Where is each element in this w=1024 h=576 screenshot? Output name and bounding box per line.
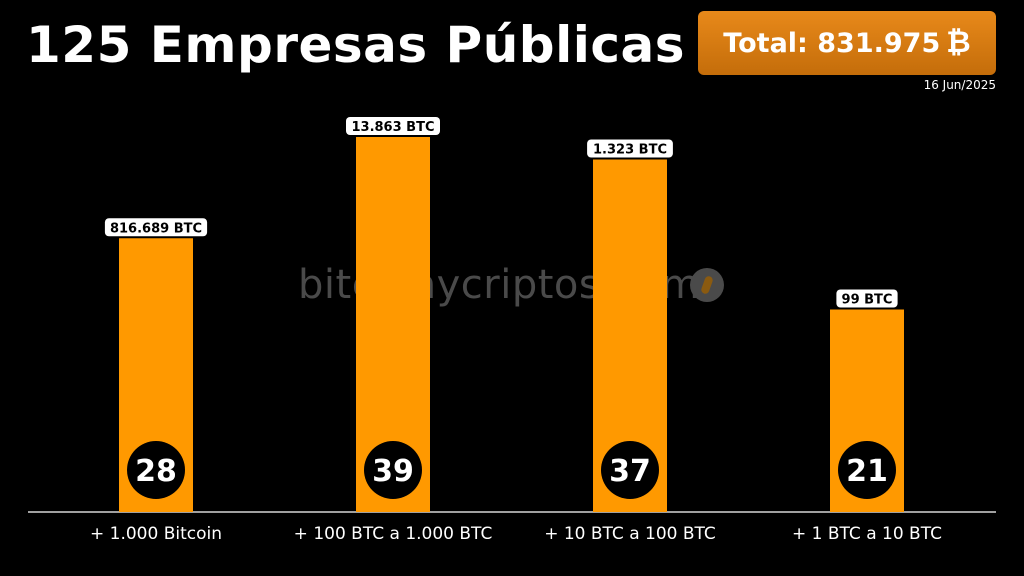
category-label: + 100 BTC a 1.000 BTC [294, 524, 493, 544]
company-count: 21 [846, 454, 888, 489]
bar-value-label: 13.863 BTC [351, 120, 434, 135]
watermark-logo-icon [690, 268, 724, 302]
bar-value-label: 816.689 BTC [110, 221, 202, 236]
total-badge: Total: 831.975 ₿ [698, 11, 996, 75]
company-count-circle [838, 441, 896, 499]
company-count: 37 [609, 454, 651, 489]
category-label: + 10 BTC a 100 BTC [544, 524, 716, 544]
date-label: 16 Jun/2025 [923, 78, 996, 92]
bar-value-label-bg [104, 218, 208, 237]
company-count-circle [601, 441, 659, 499]
company-count: 39 [372, 454, 414, 489]
company-count-circle [364, 441, 422, 499]
total-label: Total: 831.975 [723, 27, 941, 59]
bar-value-label: 99 BTC [842, 293, 893, 308]
bar-value-label-bg [836, 289, 898, 308]
company-count: 28 [135, 454, 177, 489]
company-count-circle [127, 441, 185, 499]
bar-value-label-bg [587, 139, 673, 158]
bitcoin-icon: ₿ [946, 25, 971, 60]
category-label: + 1 BTC a 10 BTC [792, 524, 942, 544]
page-title: 125 Empresas Públicas [26, 16, 686, 74]
bar-value-label-bg [346, 117, 440, 135]
bar-value-label: 1.323 BTC [593, 143, 667, 158]
category-label: + 1.000 Bitcoin [90, 524, 222, 544]
